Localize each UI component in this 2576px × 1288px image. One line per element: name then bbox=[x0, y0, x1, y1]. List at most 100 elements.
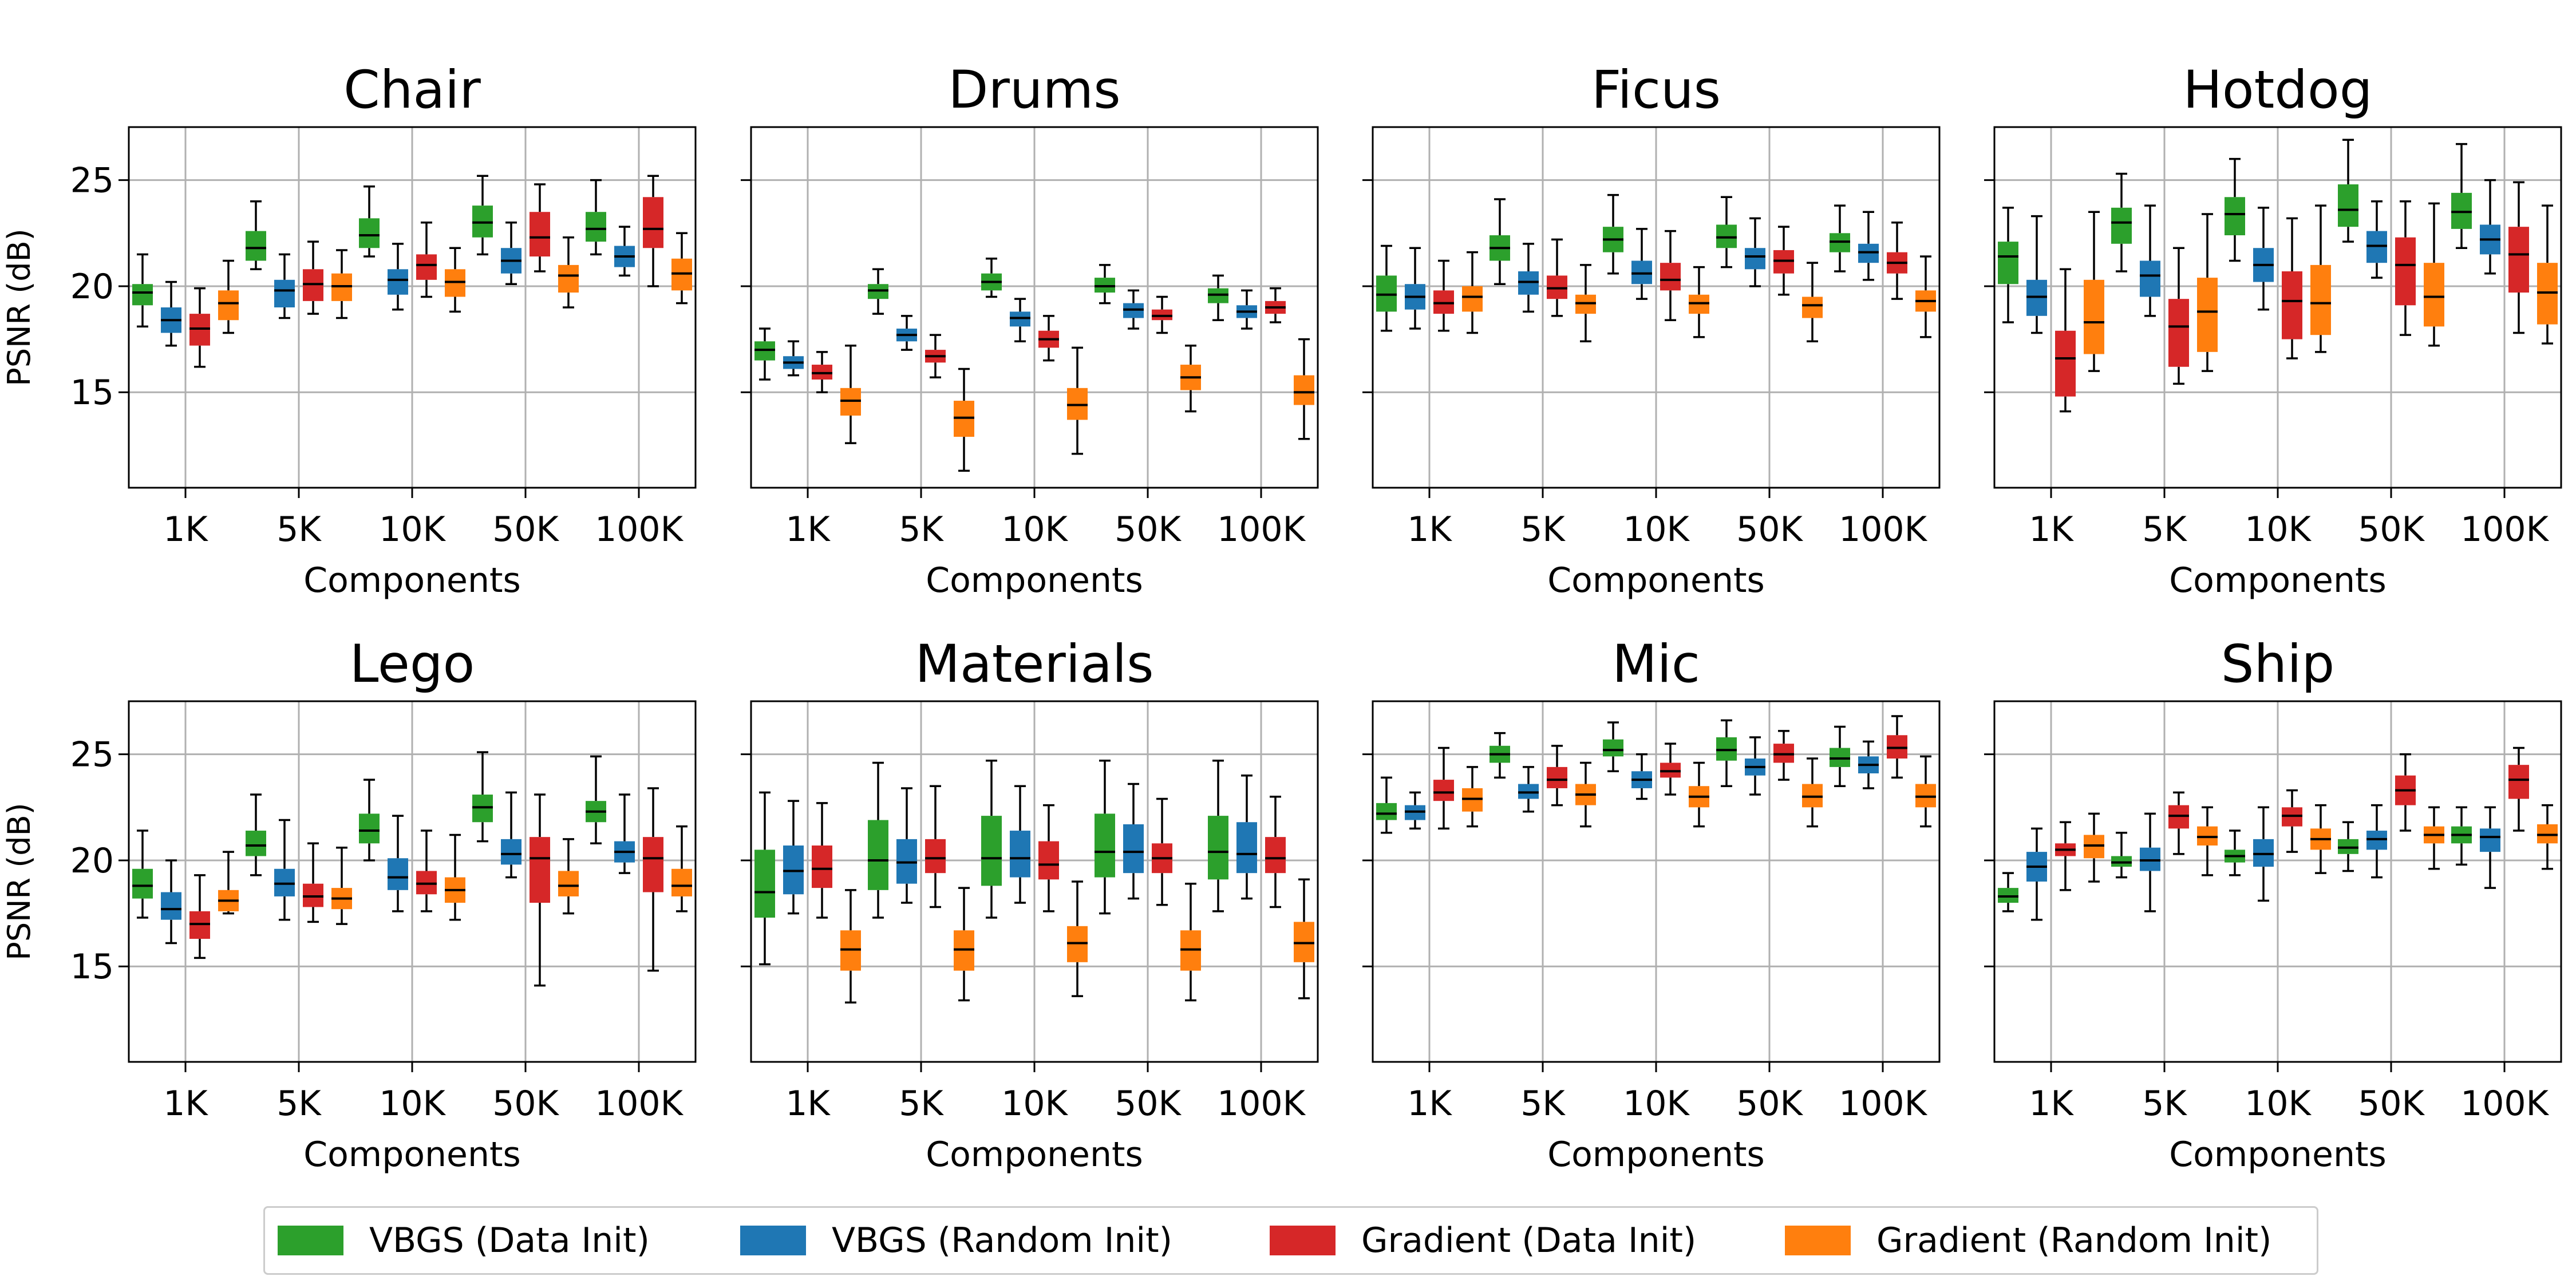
x-tick-label: 1K bbox=[163, 509, 208, 550]
x-tick-label: 100K bbox=[1217, 509, 1306, 550]
box bbox=[2310, 264, 2331, 335]
legend-swatch-vbgs-data-init bbox=[278, 1226, 343, 1255]
x-tick-label: 10K bbox=[1001, 1084, 1068, 1124]
box bbox=[2168, 299, 2189, 367]
legend-item-gradient-random-init: Gradient (Random Init) bbox=[1785, 1208, 2271, 1273]
panel-hotdog: 1K 5K 10K 50K 100K Hotdog Components bbox=[1984, 60, 2562, 600]
x-tick-label: 5K bbox=[899, 509, 944, 550]
box bbox=[558, 871, 579, 896]
legend-label-gradient-data-init: Gradient (Data Init) bbox=[1361, 1220, 1697, 1261]
x-tick-label: 50K bbox=[2358, 509, 2425, 550]
series-gradient-data-init bbox=[189, 787, 663, 987]
box bbox=[2140, 260, 2160, 297]
x-tick-label: 10K bbox=[2245, 1084, 2312, 1124]
box bbox=[1236, 822, 1257, 874]
box bbox=[925, 839, 946, 874]
y-tick-label: 15 bbox=[70, 373, 114, 413]
box bbox=[2508, 227, 2529, 293]
chart-title: Chair bbox=[343, 60, 481, 120]
y-tick-label: 20 bbox=[70, 267, 114, 307]
x-tick-label: 50K bbox=[1736, 509, 1803, 550]
x-tick-label: 100K bbox=[1839, 509, 1928, 550]
box bbox=[2225, 197, 2245, 235]
box bbox=[2424, 263, 2444, 327]
series-gradient-random-init bbox=[218, 232, 692, 334]
chart-title: Mic bbox=[1612, 634, 1700, 694]
chart-title: Drums bbox=[948, 60, 1120, 120]
box bbox=[2395, 237, 2416, 306]
legend-item-vbgs-random-init: VBGS (Random Init) bbox=[740, 1208, 1172, 1273]
box bbox=[981, 816, 1002, 886]
y-axis-label: PSNR (dB) bbox=[1, 228, 37, 386]
x-tick-label: 10K bbox=[379, 1084, 446, 1124]
x-tick-label: 100K bbox=[1217, 1084, 1306, 1124]
box bbox=[1603, 739, 1623, 757]
box bbox=[2055, 330, 2076, 397]
box bbox=[2338, 184, 2358, 227]
x-tick-label: 1K bbox=[785, 509, 831, 550]
series-gradient-data-init bbox=[1433, 222, 1907, 332]
x-tick-label: 5K bbox=[899, 1084, 944, 1124]
x-tick-label: 10K bbox=[379, 509, 446, 550]
x-tick-label: 50K bbox=[1115, 1084, 1182, 1124]
box bbox=[1433, 780, 1454, 801]
box bbox=[1376, 803, 1397, 820]
x-tick-label: 5K bbox=[276, 509, 322, 550]
legend: VBGS (Data Init) VBGS (Random Init) Grad… bbox=[263, 1206, 2318, 1275]
y-tick-label: 25 bbox=[70, 735, 114, 775]
series-vbgs-random-init bbox=[783, 774, 1257, 915]
x-axis-label: Components bbox=[303, 1135, 521, 1175]
box bbox=[246, 831, 266, 856]
series-gradient-random-init bbox=[1462, 251, 1936, 343]
series-vbgs-random-init bbox=[783, 289, 1257, 377]
box bbox=[416, 254, 437, 280]
x-tick-label: 10K bbox=[1623, 1084, 1690, 1124]
box bbox=[132, 868, 153, 899]
y-tick-label: 15 bbox=[70, 947, 114, 987]
x-axis-label: Components bbox=[1547, 560, 1765, 600]
box bbox=[2084, 279, 2104, 354]
box bbox=[1462, 286, 1483, 312]
box bbox=[1547, 767, 1567, 788]
legend-label-vbgs-random-init: VBGS (Random Init) bbox=[832, 1220, 1173, 1261]
x-axis-label: Components bbox=[926, 1135, 1143, 1175]
box bbox=[359, 813, 380, 844]
series-vbgs-data-init bbox=[754, 258, 1228, 381]
x-tick-label: 5K bbox=[2142, 509, 2187, 550]
box bbox=[586, 212, 606, 242]
series-gradient-data-init bbox=[812, 287, 1286, 393]
box bbox=[246, 231, 266, 261]
box bbox=[530, 212, 550, 257]
chart-title: Hotdog bbox=[2183, 60, 2373, 120]
x-tick-label: 5K bbox=[276, 1084, 322, 1124]
box bbox=[2480, 828, 2500, 852]
box bbox=[643, 197, 663, 248]
series-vbgs-data-init bbox=[1998, 806, 2472, 912]
box bbox=[530, 837, 550, 903]
legend-swatch-vbgs-random-init bbox=[740, 1226, 806, 1255]
box bbox=[812, 846, 832, 888]
series-gradient-data-init bbox=[2055, 746, 2529, 891]
panel-materials: 1K 5K 10K 50K 100K Materials Components bbox=[741, 634, 1319, 1175]
panel-ship: 1K 5K 10K 50K 100K Ship Components bbox=[1984, 634, 2562, 1175]
box bbox=[754, 850, 775, 918]
box bbox=[1265, 837, 1286, 874]
chart-title: Materials bbox=[915, 634, 1153, 694]
legend-label-gradient-random-init: Gradient (Random Init) bbox=[1876, 1220, 2272, 1261]
box bbox=[388, 858, 408, 890]
x-axis-label: Components bbox=[1547, 1135, 1765, 1175]
x-tick-label: 50K bbox=[492, 509, 559, 550]
panel-ficus: 1K 5K 10K 50K 100K Ficus Components bbox=[1362, 60, 1941, 600]
x-tick-label: 10K bbox=[1623, 509, 1690, 550]
x-tick-label: 5K bbox=[2142, 1084, 2187, 1124]
box bbox=[1038, 841, 1059, 880]
x-axis-label: Components bbox=[926, 560, 1143, 600]
x-axis-label: Components bbox=[303, 560, 521, 600]
box bbox=[2508, 765, 2529, 799]
x-tick-label: 100K bbox=[595, 1084, 684, 1124]
x-tick-label: 1K bbox=[2029, 509, 2074, 550]
box bbox=[501, 839, 521, 865]
x-tick-label: 50K bbox=[2358, 1084, 2425, 1124]
box bbox=[2111, 207, 2132, 244]
legend-item-vbgs-data-init: VBGS (Data Init) bbox=[278, 1208, 650, 1273]
